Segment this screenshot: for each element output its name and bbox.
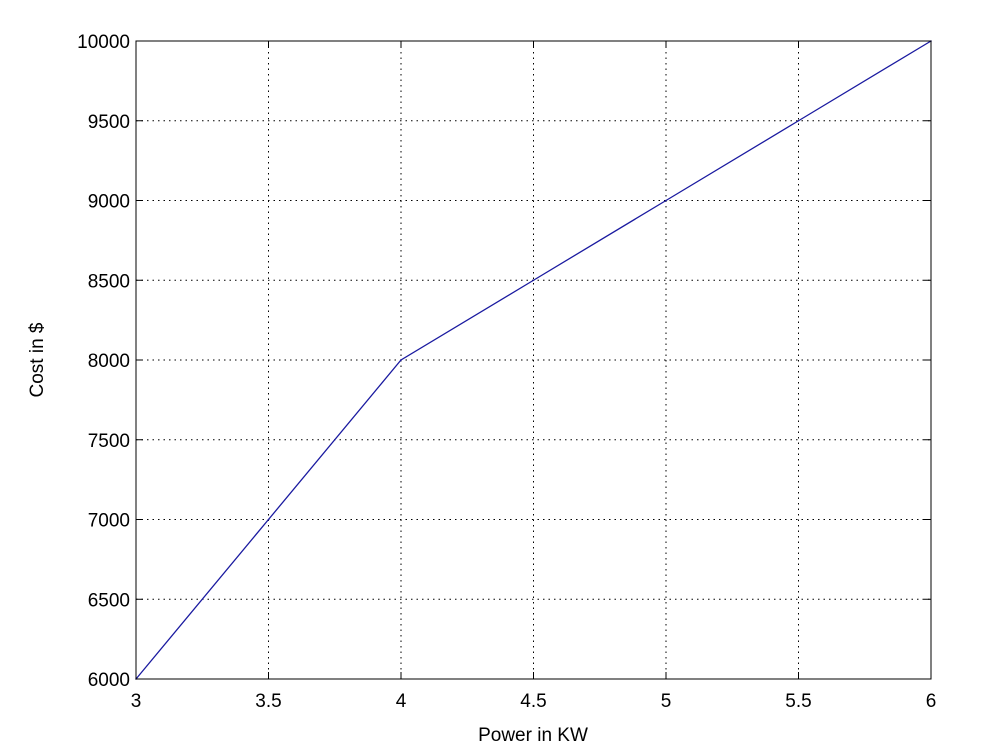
ticks	[135, 40, 932, 680]
x-tick-label: 3	[131, 691, 142, 712]
x-tick-labels: 3 3.5 4 4.5 5 5.5 6	[131, 691, 937, 712]
data-point	[400, 359, 402, 361]
x-axis-label: Power in KW	[478, 725, 588, 746]
x-tick-label: 5.5	[785, 691, 811, 712]
x-tick-label: 6	[926, 691, 937, 712]
y-tick-label: 7500	[88, 431, 130, 452]
y-tick-label: 8000	[88, 351, 130, 372]
y-tick-label: 6500	[88, 590, 130, 611]
y-tick-label: 10000	[77, 32, 130, 53]
y-tick-label: 8500	[88, 271, 130, 292]
y-tick-labels: 6000 6500 7000 7500 8000 8500 9000 9500 10000	[77, 32, 130, 691]
x-tick-label: 5	[661, 691, 672, 712]
y-tick-label: 9500	[88, 112, 130, 133]
y-axis-label: Cost in $	[27, 322, 48, 397]
data-point	[532, 279, 535, 282]
data-point	[797, 119, 800, 122]
y-tick-label: 7000	[88, 511, 130, 532]
data-point	[267, 518, 270, 521]
x-tick-label: 3.5	[255, 691, 281, 712]
x-tick-label: 4.5	[520, 691, 546, 712]
data-point	[665, 199, 667, 202]
y-tick-label: 9000	[88, 192, 130, 213]
x-tick-label: 4	[396, 691, 407, 712]
y-tick-label: 6000	[88, 670, 130, 691]
